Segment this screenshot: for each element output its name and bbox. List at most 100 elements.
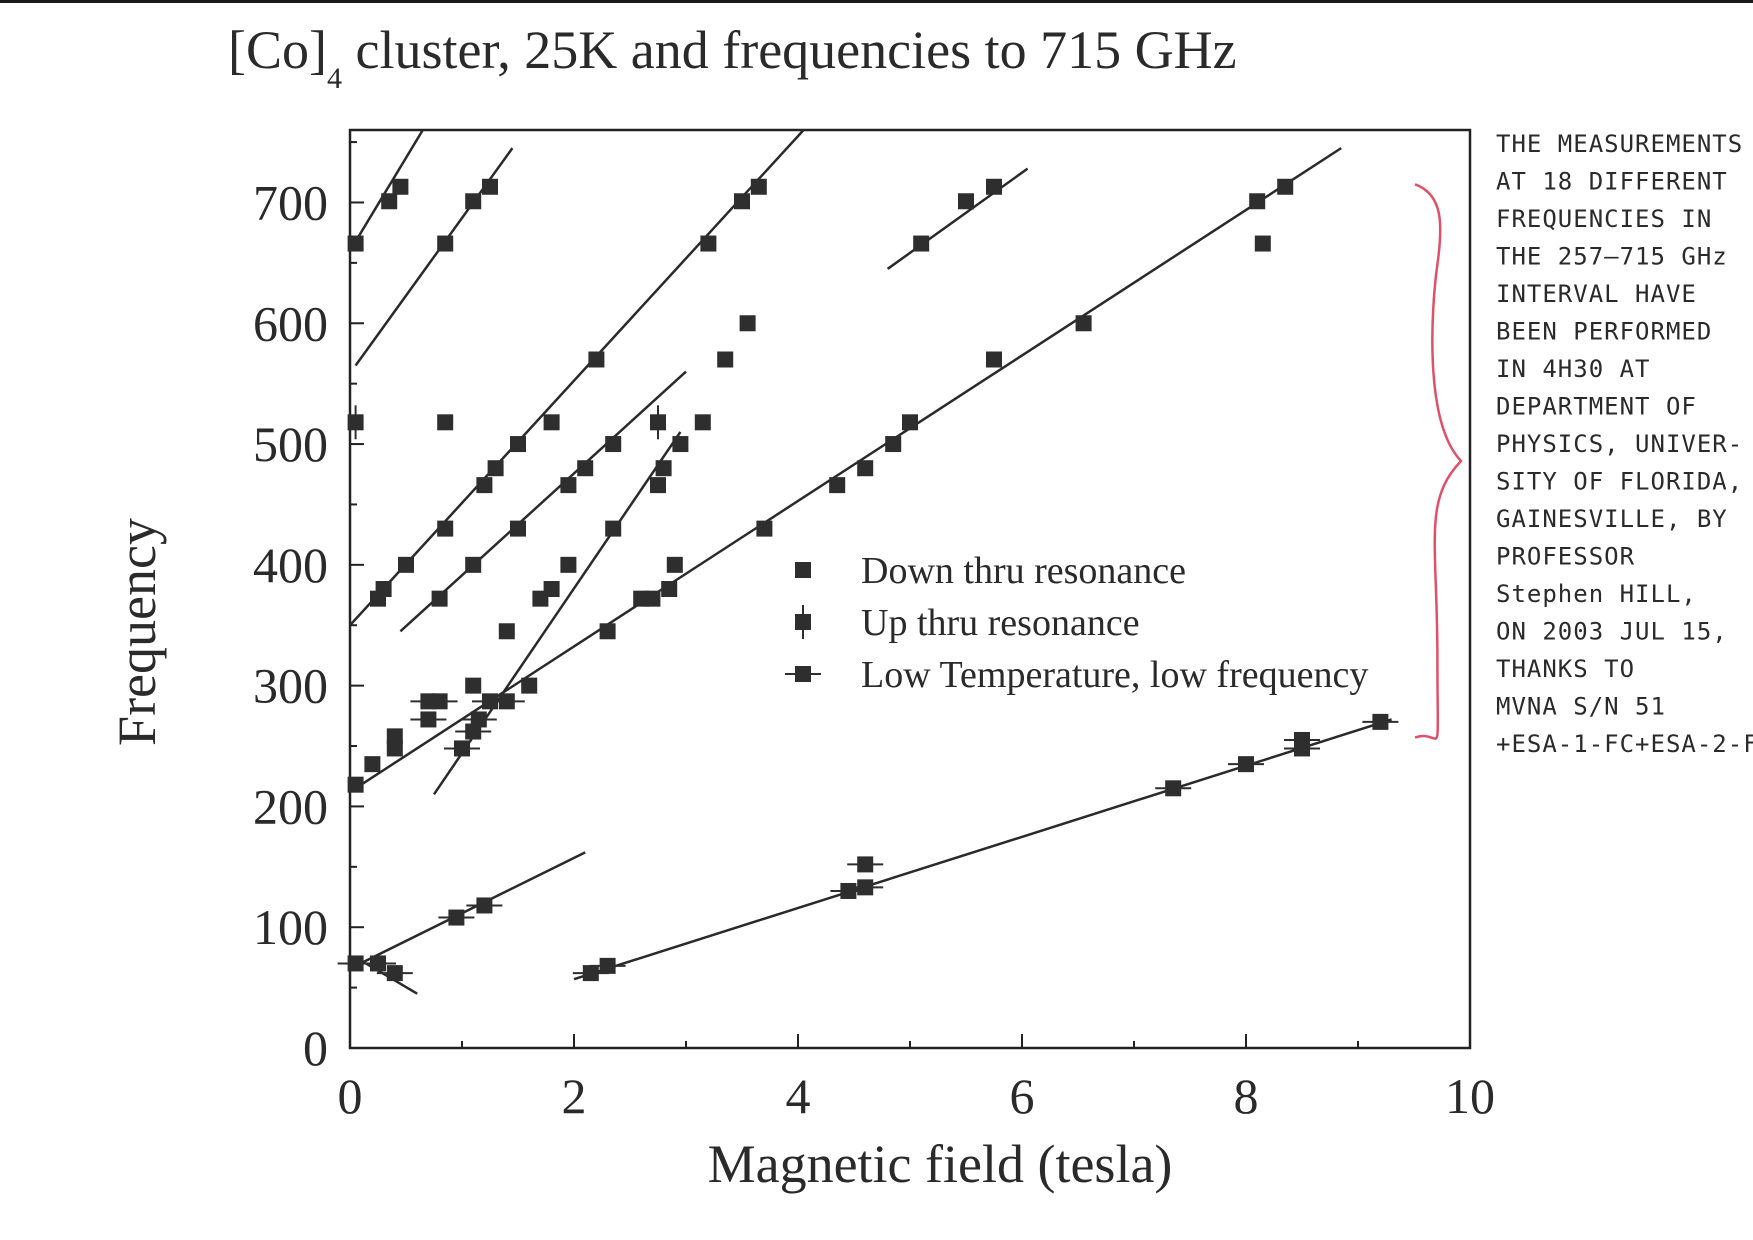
data-point [347, 776, 364, 793]
data-point [347, 235, 364, 252]
data-point [460, 711, 497, 728]
data-point [370, 590, 386, 607]
annotation-line: BEEN PERFORMED [1496, 318, 1712, 346]
data-point [386, 728, 403, 745]
fit-line [349, 129, 805, 627]
data-point [589, 957, 626, 974]
y-tick-label: 700 [253, 174, 328, 230]
annotation-line: GAINESVILLE, BY [1496, 505, 1728, 533]
y-tick-label: 500 [253, 416, 328, 472]
annotation-line: FREQUENCIES IN [1496, 205, 1712, 233]
data-point [438, 909, 475, 926]
data-point [1249, 193, 1266, 210]
legend: Down thru resonance Up thru resonance Low … [785, 550, 1368, 696]
fit-line [348, 129, 424, 252]
data-point [364, 756, 381, 773]
fit-line [355, 851, 586, 967]
data-point [465, 193, 482, 210]
legend-label: Down thru resonance [861, 550, 1186, 592]
data-point [913, 235, 930, 252]
data-point [1155, 780, 1192, 797]
data-point [605, 436, 622, 453]
plot-area [337, 128, 1472, 1050]
y-tick-label: 300 [253, 658, 328, 714]
data-point [756, 520, 773, 537]
x-axis: 0 2 4 6 8 10 [338, 1034, 1495, 1124]
data-point [392, 178, 409, 195]
data-point [437, 235, 454, 252]
curly-brace [1414, 183, 1463, 740]
x-tick-label: 10 [1445, 1068, 1495, 1124]
fit-line [354, 147, 1342, 790]
handwritten-annotation: THE MEASUREMENTS AT 18 DIFFERENT FREQUENCI… [1496, 130, 1753, 758]
y-axis-label: Frequency [107, 518, 167, 746]
annotation-line: DEPARTMENT OF [1496, 393, 1697, 421]
data-point [599, 623, 616, 640]
data-point [1254, 235, 1271, 252]
data-point [986, 351, 1002, 368]
y-tick-label: 400 [253, 537, 328, 593]
data-point [1362, 713, 1399, 730]
legend-marker [785, 666, 821, 682]
data-point [666, 556, 683, 573]
data-point [857, 460, 874, 477]
fit-lines [348, 129, 1392, 995]
data-point [1228, 756, 1264, 773]
data-point [488, 693, 525, 710]
annotation-line: THE MEASUREMENTS [1496, 130, 1743, 158]
data-point [410, 711, 447, 728]
data-point [487, 460, 504, 477]
data-point [650, 405, 666, 440]
annotation-line: THANKS TO [1496, 655, 1635, 683]
y-tick-label: 600 [253, 295, 328, 351]
data-point [431, 590, 448, 607]
y-tick-label: 0 [303, 1020, 328, 1076]
annotation-line: INTERVAL HAVE [1496, 280, 1697, 308]
data-point [532, 590, 549, 607]
annotation-line: Stephen HILL, [1496, 580, 1697, 608]
data-point [588, 351, 605, 368]
legend-marker [795, 562, 811, 578]
data-point [560, 556, 577, 573]
annotation-line: SITY OF FLORIDA, [1496, 468, 1743, 496]
y-tick-label: 200 [253, 778, 328, 834]
x-tick-label: 2 [562, 1068, 587, 1124]
fit-line [432, 431, 682, 796]
data-point [986, 178, 1002, 195]
data-point [465, 677, 482, 694]
chart-title: [Co]4 cluster, 25K and frequencies to 71… [228, 20, 1237, 95]
fit-line [573, 718, 1392, 981]
data-point [655, 460, 672, 477]
data-point [421, 693, 458, 710]
data-point [650, 477, 666, 494]
data-point [672, 436, 689, 453]
x-tick-label: 8 [1234, 1068, 1259, 1124]
x-tick-label: 6 [1010, 1068, 1035, 1124]
data-point [902, 414, 918, 431]
data-point [717, 351, 734, 368]
fit-line [886, 167, 1029, 270]
legend-marker [795, 605, 811, 639]
y-tick-label: 100 [253, 899, 328, 955]
data-point [398, 556, 414, 573]
data-point [360, 955, 396, 972]
data-point [847, 879, 884, 896]
annotation-line: PROFESSOR [1496, 543, 1635, 571]
x-axis-label: Magnetic field (tesla) [708, 1134, 1173, 1194]
data-point [885, 436, 902, 453]
data-markers [337, 178, 1399, 982]
annotation-line: MVNA S/N 51 [1496, 693, 1666, 721]
y-axis: 0 100 200 300 400 500 600 700 [253, 141, 364, 1076]
data-point [465, 556, 482, 573]
data-point [700, 235, 717, 252]
data-point [560, 477, 577, 494]
data-point [577, 460, 594, 477]
annotation-line: IN 4H30 AT [1496, 355, 1651, 383]
data-point [1277, 178, 1294, 195]
data-point [750, 178, 767, 195]
annotation-line: +ESA-1-FC+ESA-2-FC. [1496, 730, 1753, 758]
data-point [1075, 315, 1092, 332]
annotation-line: THE 257–715 GHz [1496, 243, 1728, 271]
data-point [694, 414, 711, 431]
